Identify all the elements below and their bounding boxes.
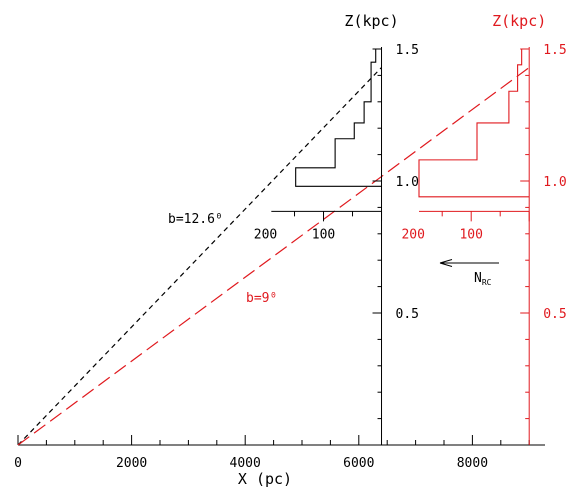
hist-tick-label: 200 <box>254 227 277 242</box>
x-axis: 0 2000 4000 6000 8000 X (pc) <box>14 435 545 488</box>
x-tick-label: 6000 <box>343 456 374 471</box>
z-tick-label: 1.0 <box>396 175 419 190</box>
arrow-label: NRC <box>474 271 492 287</box>
z-axis-ticks-red: 1.5 1.0 0.5 <box>520 43 567 420</box>
histogram-black-steps <box>295 48 382 187</box>
annotations: b=12.6⁰ b=9⁰ NRC <box>168 212 499 306</box>
series-label-b-9: b=9⁰ <box>246 291 277 306</box>
x-tick-labels: 0 2000 4000 6000 8000 <box>14 456 488 471</box>
histogram-red: 200 100 <box>401 48 530 242</box>
histogram-black-ticks: 200 100 <box>254 211 383 242</box>
z-tick-label: 0.5 <box>543 307 566 322</box>
z-tick-label: 1.5 <box>543 43 566 58</box>
arrow-head-icon <box>439 259 453 267</box>
arrow-label-sub: RC <box>482 278 492 287</box>
x-ticks <box>17 435 530 445</box>
hist-tick-label: 100 <box>459 227 482 242</box>
arrow-label-main: N <box>474 271 482 286</box>
series-line-b-9 <box>17 66 530 446</box>
z-axis-ticks-black: 1.5 1.0 0.5 <box>372 43 419 420</box>
x-tick-label: 4000 <box>230 456 261 471</box>
hist-tick-label: 100 <box>312 227 335 242</box>
histogram-black: 200 100 <box>254 48 383 242</box>
histogram-red-steps <box>418 48 530 198</box>
z-tick-label: 1.5 <box>396 43 419 58</box>
z-tick-label: 1.0 <box>543 175 566 190</box>
z-axis-black: 1.5 1.0 0.5 Z(kpc) <box>344 12 419 445</box>
z-axis-title-red: Z(kpc) <box>492 12 546 30</box>
arrow-n-rc: NRC <box>439 259 499 287</box>
z-axis-red: 1.5 1.0 0.5 Z(kpc) <box>492 12 567 445</box>
series-line-b-12-6 <box>17 67 382 446</box>
series-lines <box>17 66 530 446</box>
hist-tick-label: 200 <box>401 227 424 242</box>
z-axis-title-black: Z(kpc) <box>344 12 398 30</box>
x-tick-label: 8000 <box>457 456 488 471</box>
series-label-b-12-6: b=12.6⁰ <box>168 212 223 227</box>
histogram-red-ticks: 200 100 <box>401 211 530 242</box>
z-tick-label: 0.5 <box>396 307 419 322</box>
x-tick-label: 2000 <box>116 456 147 471</box>
x-axis-label: X (pc) <box>238 470 292 488</box>
x-tick-label: 0 <box>14 456 22 471</box>
